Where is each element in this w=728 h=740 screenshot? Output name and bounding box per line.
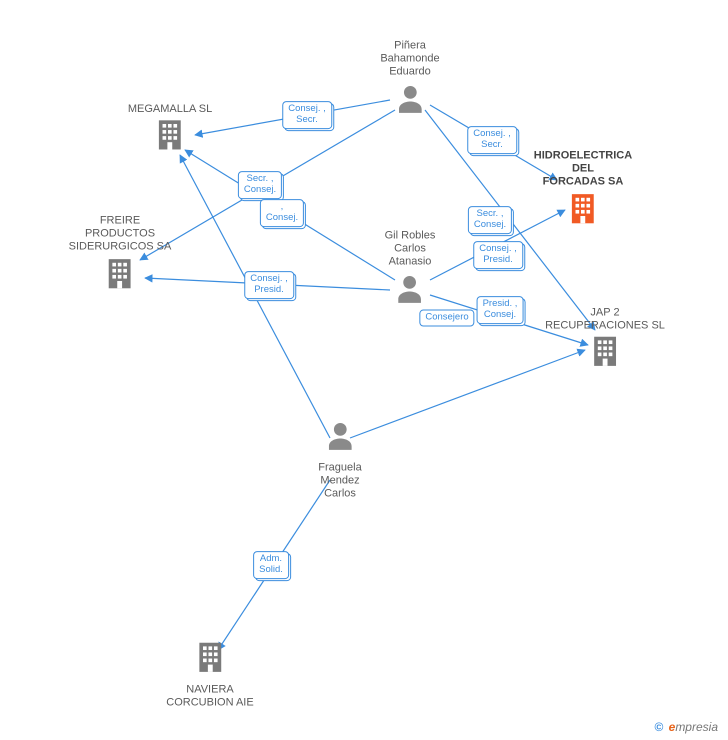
node-label: Fraguela Mendez Carlos <box>318 462 361 502</box>
edge-label: Consej. , Presid. <box>244 271 294 299</box>
edge-label: Consej. , Secr. <box>467 126 517 154</box>
edge-label: Consej. , Secr. <box>282 101 332 129</box>
copyright-symbol: © <box>654 720 663 734</box>
edge-label: Secr. , Consej. <box>238 171 282 199</box>
node-label: Piñera Bahamonde Eduardo <box>380 40 439 80</box>
building-icon <box>195 640 225 674</box>
node-label: JAP 2 RECUPERACIONES SL <box>545 306 665 332</box>
building-icon <box>568 191 598 225</box>
building-icon <box>155 118 185 152</box>
edge-label: Secr. , Consej. <box>468 206 512 234</box>
node-label: NAVIERA CORCUBION AIE <box>166 683 253 709</box>
edge-label: , Consej. <box>260 199 304 227</box>
edge-label: Consejero <box>419 310 474 327</box>
node-label: FREIRE PRODUCTOS SIDERURGICOS SA <box>69 215 172 255</box>
person-icon <box>393 81 427 120</box>
node-gil[interactable]: Gil Robles Carlos Atanasio <box>385 230 436 311</box>
building-icon <box>590 335 620 369</box>
person-icon <box>323 419 357 453</box>
network-diagram: Consej. , Secr. Consej. , Secr. Secr. , Co… <box>0 0 728 740</box>
node-megamalla[interactable]: MEGAMALLA SL <box>128 103 212 157</box>
building-icon <box>590 335 620 374</box>
building-icon <box>568 191 598 230</box>
node-freire[interactable]: FREIRE PRODUCTOS SIDERURGICOS SA <box>69 215 172 296</box>
node-jap2[interactable]: JAP 2 RECUPERACIONES SL <box>545 306 665 373</box>
edge-label: Adm. Solid. <box>253 551 289 579</box>
footer-attribution: © empresia <box>654 720 718 734</box>
edge-label: Presid. , Consej. <box>477 296 524 324</box>
node-label: MEGAMALLA SL <box>128 103 212 116</box>
building-icon <box>105 256 135 295</box>
building-icon <box>105 256 135 290</box>
person-icon <box>393 271 427 305</box>
node-naviera[interactable]: NAVIERA CORCUBION AIE <box>166 640 253 709</box>
person-icon <box>323 419 357 458</box>
node-label: Gil Robles Carlos Atanasio <box>385 230 436 270</box>
brand-name: mpresia <box>675 720 718 734</box>
node-hidro[interactable]: HIDROELECTRICA DEL FORCADAS SA <box>534 150 632 231</box>
person-icon <box>393 81 427 115</box>
person-icon <box>393 271 427 310</box>
node-label: HIDROELECTRICA DEL FORCADAS SA <box>534 150 632 190</box>
node-fraguela[interactable]: Fraguela Mendez Carlos <box>318 419 361 502</box>
building-icon <box>155 118 185 157</box>
building-icon <box>195 640 225 679</box>
node-pinera[interactable]: Piñera Bahamonde Eduardo <box>380 40 439 121</box>
edge-label: Consej. , Presid. <box>473 241 523 269</box>
